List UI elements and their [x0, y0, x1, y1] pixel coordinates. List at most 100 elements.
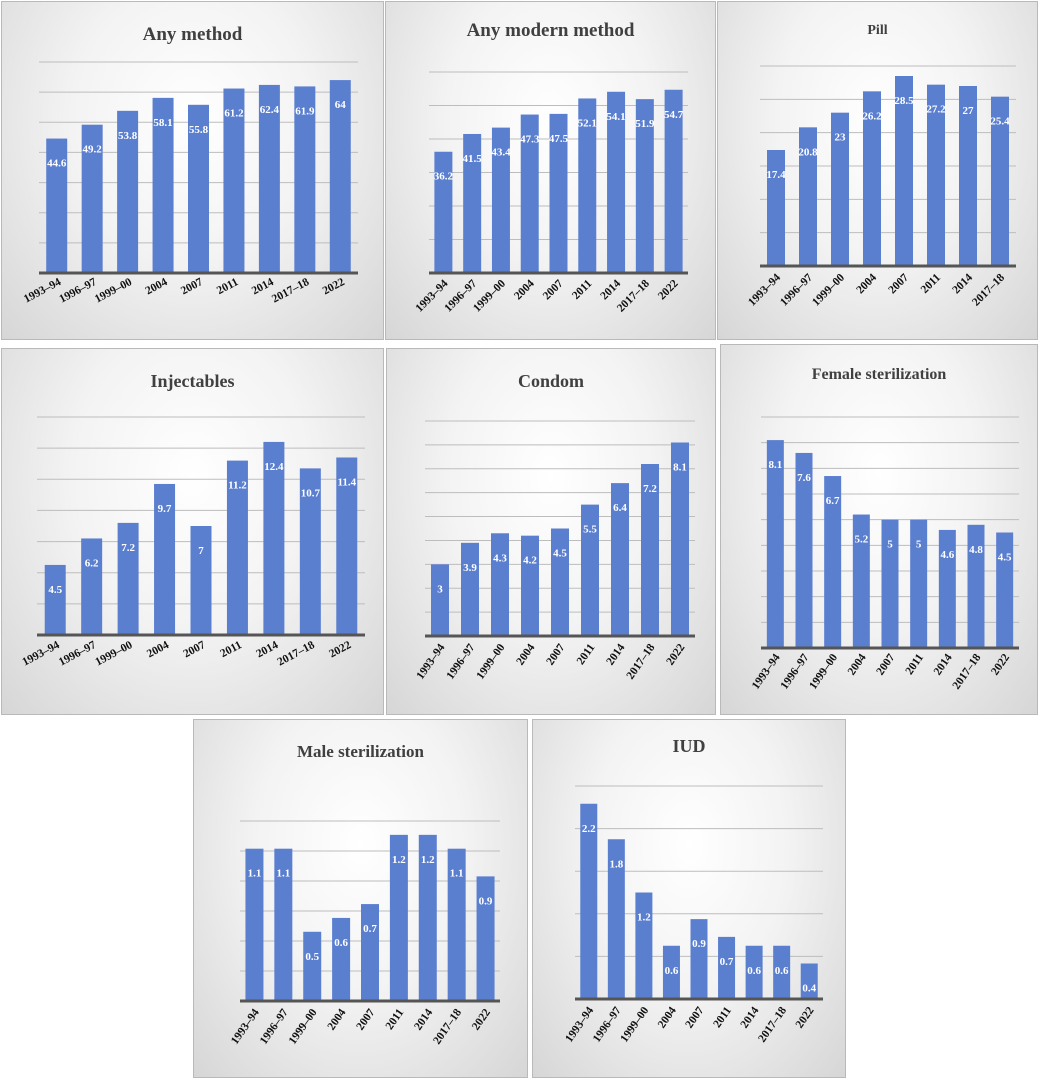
bar-2004	[520, 114, 539, 273]
data-label: 26.2	[862, 110, 882, 122]
bar-2022	[800, 963, 818, 999]
chart-panel-female-sterilization: Female sterilization 8.1 7.6 6.7 5.2 5 5 4.6 4.8…	[720, 344, 1038, 715]
bar-1996-97	[607, 839, 625, 999]
bar-2007	[551, 528, 569, 636]
bar-2017-18	[773, 945, 791, 999]
x-tick-label: 2004	[512, 277, 537, 302]
x-tick-label: 2007	[886, 271, 911, 296]
x-tick-label: 2011	[570, 277, 594, 301]
x-tick-label: 2014	[932, 652, 955, 678]
chart-panel-condom: Condom 3 3.9 4.3 4.2 4.5 5.5 6.4 7.2 8.1 1993–94 19…	[386, 348, 716, 715]
data-label: 41.5	[463, 153, 483, 165]
bar-1999-00	[635, 892, 653, 999]
x-tick-label: 2007	[683, 1005, 706, 1031]
chart-title: Pill	[867, 23, 887, 38]
bar-2011	[226, 460, 248, 635]
chart-panel-any-method: Any method 44.6 49.2 53.8 58.1 55.8 61.2 62.4 61…	[1, 1, 384, 340]
bar-2011	[718, 936, 736, 999]
bar-2004	[863, 91, 881, 266]
data-label: 4.3	[493, 552, 507, 564]
bar-2004	[154, 483, 176, 635]
bar-2014	[258, 84, 280, 273]
data-label: 2.2	[582, 823, 596, 835]
bar-2011	[927, 84, 945, 267]
bar-1999-00	[831, 112, 849, 267]
data-label: 6.4	[613, 502, 627, 514]
data-label: 55.8	[189, 124, 209, 136]
x-tick-label: 1999–00	[287, 1007, 320, 1047]
data-label: 54.7	[664, 109, 684, 121]
bar-2022	[664, 89, 683, 273]
x-tick-label: 2014	[604, 642, 627, 668]
bar-2007	[190, 526, 212, 635]
bar-2017-18	[294, 86, 316, 273]
data-label: 61.2	[224, 108, 244, 120]
bar-2017-18	[967, 524, 985, 648]
data-label: 10.7	[301, 487, 321, 499]
x-tick-label: 2022	[321, 276, 347, 298]
x-tick-label: 2017–18	[625, 642, 658, 682]
x-tick-label: 2007	[181, 639, 207, 661]
data-label: 4.6	[940, 549, 954, 561]
bar-2022	[336, 457, 358, 635]
data-label: 1.2	[392, 854, 406, 866]
x-tick-label: 1993–94	[746, 271, 783, 308]
bar-2011	[223, 88, 245, 273]
bar-2007	[690, 919, 708, 999]
data-label: 12.4	[264, 461, 284, 473]
data-label: 5	[916, 539, 922, 551]
x-tick-label: 2014	[739, 1005, 762, 1031]
x-tick-label: 2017–18	[756, 1005, 789, 1045]
x-tick-label: 2017–18	[970, 271, 1007, 308]
data-label: 28.5	[894, 95, 914, 107]
bar-2022	[476, 876, 495, 1001]
x-tick-label: 2011	[218, 639, 244, 660]
bar-1993-94	[767, 150, 785, 266]
bar-chart-male-sterilization: Male sterilization 1.1 1.1 0.5 0.6 0.7 1.2 1.2 1…	[229, 742, 500, 1047]
x-tick-label: 2007	[874, 652, 897, 678]
data-label: 6.7	[826, 495, 840, 507]
bar-1996-97	[81, 538, 103, 635]
data-label: 7.2	[643, 483, 657, 495]
bar-1996-97	[274, 848, 293, 1001]
x-tick-label: 1996–97	[57, 639, 98, 669]
data-label: 23	[835, 132, 847, 144]
data-label: 11.4	[337, 476, 356, 488]
data-label: 0.6	[334, 937, 348, 949]
bar-2004	[332, 917, 351, 1001]
data-label: 0.6	[665, 965, 679, 977]
bar-chart-injectables: Injectables 4.5 6.2 7.2 9.7 7 11.2 12.4 10.7 11.4…	[20, 371, 365, 669]
bar-1999-00	[117, 110, 139, 274]
x-tick-label: 1993–94	[750, 652, 783, 692]
data-label: 52.1	[578, 117, 597, 129]
bar-chart-any-modern-method: Any modern method 36.2 41.5 43.4 47.3 47.5 52.…	[414, 20, 688, 315]
x-tick-label: 1999–00	[93, 276, 134, 306]
data-label: 49.2	[83, 144, 103, 156]
data-label: 54.1	[606, 111, 625, 123]
data-label: 1.8	[609, 858, 623, 870]
chart-title: Condom	[518, 371, 584, 391]
x-tick-label: 1993–94	[229, 1007, 262, 1047]
x-tick-label: 2011	[711, 1005, 734, 1030]
bar-1993-94	[431, 564, 449, 636]
data-label: 9.7	[158, 503, 172, 515]
data-label: 0.6	[775, 965, 789, 977]
bar-2014	[263, 441, 285, 635]
x-tick-label: 2014	[598, 277, 623, 302]
bar-1999-00	[491, 533, 509, 636]
chart-panel-any-modern-method: Any modern method 36.2 41.5 43.4 47.3 47.5 52.…	[385, 1, 716, 340]
x-tick-label: 2004	[145, 639, 171, 661]
x-tick-label: 1999–00	[618, 1005, 651, 1045]
data-label: 58.1	[153, 117, 172, 129]
bar-2014	[607, 91, 626, 273]
chart-panel-injectables: Injectables 4.5 6.2 7.2 9.7 7 11.2 12.4 10.7 11.4…	[1, 348, 384, 715]
data-label: 47.5	[549, 133, 569, 145]
data-label: 4.5	[553, 548, 567, 560]
data-label: 7.6	[797, 472, 811, 484]
data-label: 3.9	[463, 562, 477, 574]
data-label: 8.1	[673, 462, 687, 474]
x-tick-label: 2007	[544, 642, 567, 668]
x-tick-label: 2022	[989, 652, 1012, 678]
